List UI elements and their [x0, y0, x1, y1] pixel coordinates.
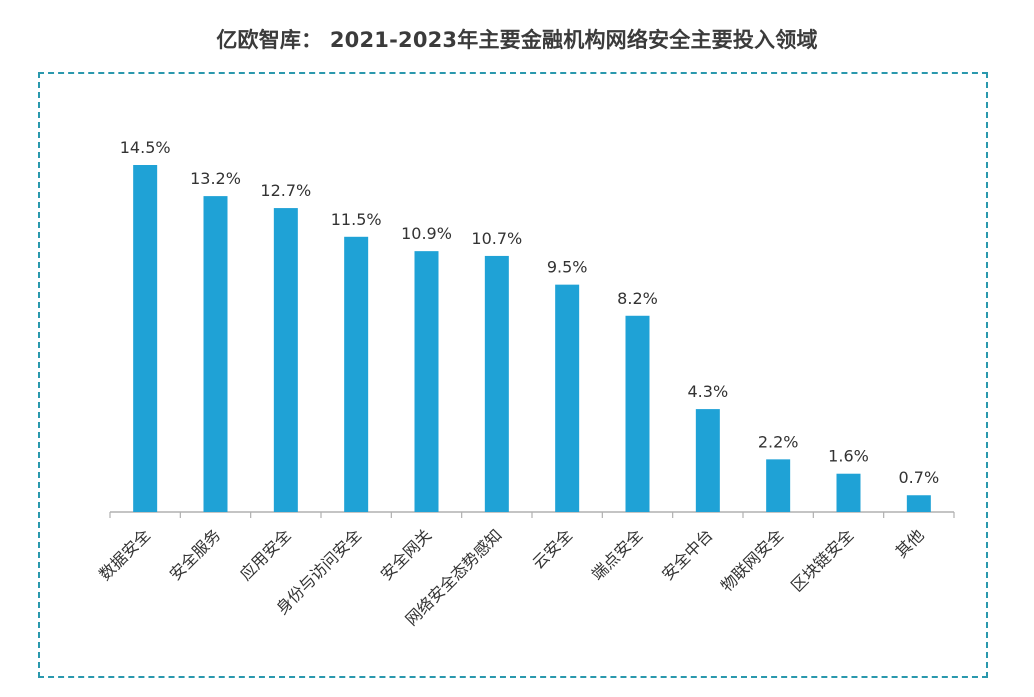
bar [836, 473, 861, 512]
bar [133, 165, 158, 512]
category-label: 安全服务 [166, 525, 225, 584]
bar-value-label: 12.7% [260, 181, 311, 200]
category-label: 数据安全 [95, 525, 154, 584]
bar-value-label: 9.5% [547, 258, 588, 277]
bar-value-label: 0.7% [899, 468, 940, 487]
category-label: 物联网安全 [717, 525, 787, 595]
bar [766, 459, 791, 512]
chart-title: 亿欧智库： 2021-2023年主要金融机构网络安全主要投入领域 [216, 28, 818, 52]
bar-value-label: 4.3% [688, 382, 729, 401]
bar-value-label: 10.9% [401, 224, 452, 243]
bar-value-label: 11.5% [331, 210, 382, 229]
bar [273, 208, 298, 512]
bar [484, 255, 509, 512]
category-label: 端点安全 [588, 525, 647, 584]
bar [625, 315, 650, 512]
bar [906, 495, 931, 512]
category-label: 应用安全 [236, 525, 295, 584]
bar [555, 284, 580, 512]
bar [414, 251, 439, 512]
bar-value-label: 14.5% [120, 138, 171, 157]
category-label: 其他 [892, 525, 928, 561]
bar [203, 196, 228, 512]
bar [344, 236, 369, 513]
bar-value-label: 2.2% [758, 432, 799, 451]
category-label: 安全中台 [658, 525, 717, 584]
bar-value-label: 13.2% [190, 169, 241, 188]
category-label: 云安全 [529, 525, 576, 572]
chart-frame [38, 72, 988, 678]
category-label: 安全网关 [377, 525, 436, 584]
category-label: 区块链安全 [787, 525, 857, 595]
bar [695, 409, 720, 512]
bar-value-label: 1.6% [828, 447, 869, 466]
bar-value-label: 10.7% [471, 229, 522, 248]
bar-value-label: 8.2% [617, 289, 658, 308]
